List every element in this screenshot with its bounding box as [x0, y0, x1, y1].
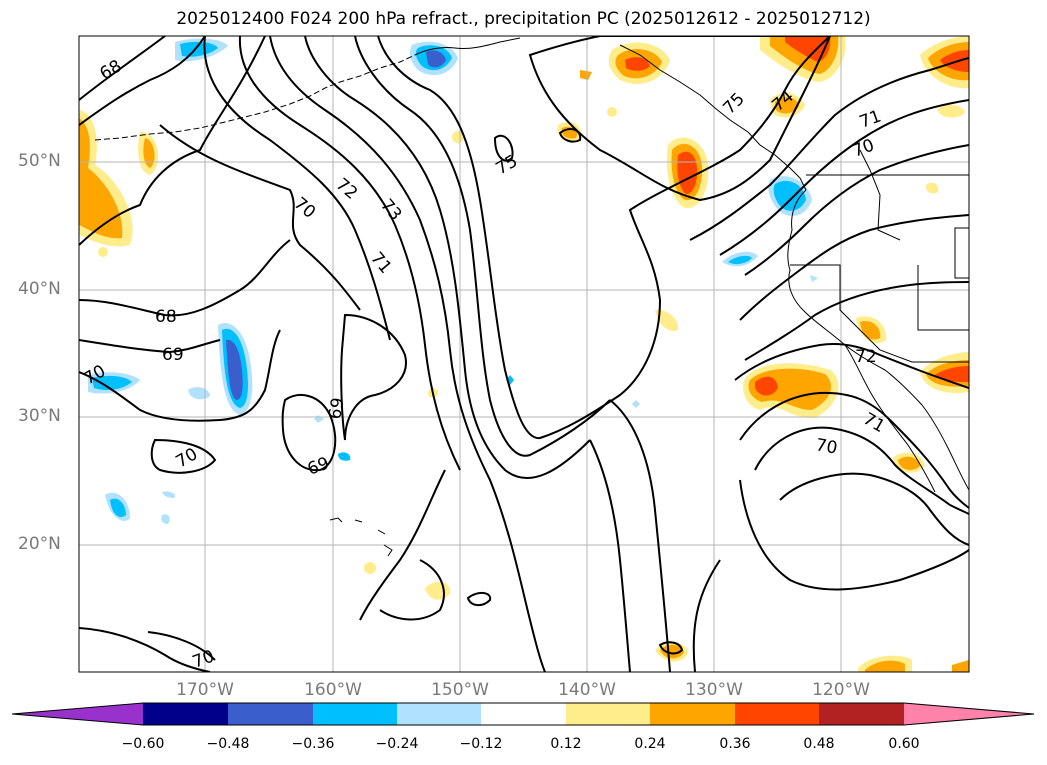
colorbar-tick-label: −0.48: [206, 736, 250, 752]
colorbar-bin: [481, 703, 566, 725]
map-area: [79, 36, 969, 672]
precip-positive-shading: [79, 36, 969, 672]
lon-label: 160°W: [304, 680, 362, 700]
colorbar-tick-label: 0.36: [719, 736, 751, 752]
colorbar-extend-low: [12, 703, 143, 725]
precip-negative-shading: [88, 38, 818, 524]
map-frame: [78, 35, 970, 673]
graticule: [79, 36, 969, 672]
colorbar-tick-label: −0.60: [121, 736, 165, 752]
contour-label: 70: [814, 435, 839, 458]
colorbar-tick-label: 0.48: [803, 736, 835, 752]
lon-label: 140°W: [558, 680, 616, 700]
colorbar-tick-label: −0.36: [291, 736, 335, 752]
map-title: 2025012400 F024 200 hPa refract., precip…: [176, 9, 871, 29]
colorbar-bin: [566, 703, 650, 725]
colorbar-tick-label: 0.12: [550, 736, 582, 752]
lat-label: 20°N: [18, 534, 61, 554]
contour-label: 69: [325, 396, 348, 421]
refractivity-contours: [79, 36, 969, 672]
colorbar: [11, 702, 1035, 726]
lat-label: 40°N: [18, 279, 61, 299]
colorbar-tick-label: −0.12: [459, 736, 503, 752]
lat-label: 30°N: [18, 406, 61, 426]
colorbar-bin: [228, 703, 313, 725]
colorbar-bin: [313, 703, 397, 725]
lon-label: 150°W: [431, 680, 489, 700]
lon-label: 170°W: [176, 680, 234, 700]
colorbar-bin: [819, 703, 904, 725]
colorbar-tick-label: 0.60: [888, 736, 920, 752]
lon-label: 130°W: [685, 680, 743, 700]
contour-label: 72: [855, 347, 877, 367]
colorbar-tick-label: −0.24: [375, 736, 419, 752]
colorbar-bin: [735, 703, 819, 725]
contour-label: 68: [155, 307, 177, 327]
colorbar-bin: [650, 703, 735, 725]
lon-label: 120°W: [812, 680, 870, 700]
lat-label: 50°N: [18, 151, 61, 171]
colorbar-bin: [143, 703, 228, 725]
colorbar-extend-high: [904, 703, 1034, 725]
colorbar-tick-label: 0.24: [634, 736, 666, 752]
contour-label: 69: [162, 345, 184, 365]
colorbar-bin: [397, 703, 481, 725]
